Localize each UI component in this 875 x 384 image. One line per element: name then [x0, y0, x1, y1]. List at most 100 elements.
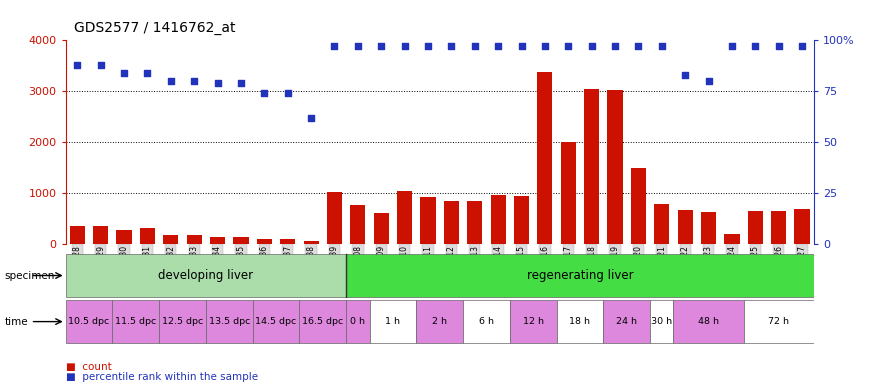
Text: 30 h: 30 h — [651, 317, 672, 326]
Point — [327, 43, 341, 50]
Point — [795, 43, 809, 50]
Point — [724, 43, 738, 50]
Point — [584, 43, 598, 50]
Bar — [744, 300, 814, 343]
Text: ■  percentile rank within the sample: ■ percentile rank within the sample — [66, 372, 258, 382]
Bar — [256, 239, 272, 244]
Bar — [66, 300, 112, 343]
Point — [94, 62, 108, 68]
Point — [281, 90, 295, 96]
Bar — [537, 72, 552, 244]
Point — [304, 114, 318, 121]
Point — [702, 78, 716, 84]
Bar — [299, 300, 346, 343]
Point — [444, 43, 458, 50]
Point — [538, 43, 552, 50]
Point — [468, 43, 482, 50]
Bar — [467, 200, 482, 244]
Text: 24 h: 24 h — [616, 317, 637, 326]
Bar — [66, 254, 346, 297]
Point — [141, 70, 155, 76]
Point — [514, 43, 528, 50]
Text: specimen: specimen — [4, 270, 55, 281]
Text: 12.5 dpc: 12.5 dpc — [162, 317, 203, 326]
Bar — [280, 239, 296, 244]
Text: developing liver: developing liver — [158, 269, 254, 282]
Point — [654, 43, 668, 50]
Text: 12 h: 12 h — [522, 317, 543, 326]
Text: ■  count: ■ count — [66, 362, 111, 372]
Bar — [674, 300, 744, 343]
Text: 14.5 dpc: 14.5 dpc — [255, 317, 297, 326]
Bar — [510, 300, 556, 343]
Point — [772, 43, 786, 50]
Text: 0 h: 0 h — [350, 317, 366, 326]
Point — [748, 43, 762, 50]
Bar — [650, 300, 674, 343]
Bar — [604, 300, 650, 343]
Bar — [210, 237, 225, 244]
Bar — [116, 230, 131, 244]
Bar — [234, 237, 248, 244]
Bar — [631, 168, 646, 244]
Bar — [561, 142, 576, 244]
Text: 13.5 dpc: 13.5 dpc — [208, 317, 250, 326]
Bar — [327, 192, 342, 244]
Text: 6 h: 6 h — [479, 317, 494, 326]
Text: GDS2577 / 1416762_at: GDS2577 / 1416762_at — [74, 21, 236, 35]
Text: 10.5 dpc: 10.5 dpc — [68, 317, 109, 326]
Bar — [164, 235, 178, 244]
Text: 16.5 dpc: 16.5 dpc — [302, 317, 343, 326]
Point — [187, 78, 201, 84]
Bar — [346, 300, 369, 343]
Point — [632, 43, 646, 50]
Point — [234, 80, 248, 86]
Bar — [654, 204, 669, 244]
Text: time: time — [4, 316, 28, 327]
Bar — [93, 226, 108, 244]
Text: 18 h: 18 h — [570, 317, 591, 326]
Bar — [444, 200, 459, 244]
Point — [117, 70, 131, 76]
Point — [164, 78, 178, 84]
Text: 72 h: 72 h — [768, 317, 789, 326]
Bar — [607, 90, 623, 244]
Point — [678, 72, 692, 78]
Bar — [701, 212, 716, 244]
Text: 2 h: 2 h — [432, 317, 447, 326]
Text: 1 h: 1 h — [385, 317, 401, 326]
Text: 48 h: 48 h — [698, 317, 719, 326]
Bar — [350, 205, 366, 244]
Point — [211, 80, 225, 86]
Bar — [159, 300, 206, 343]
Bar — [112, 300, 159, 343]
Bar — [397, 191, 412, 244]
Text: regenerating liver: regenerating liver — [527, 269, 634, 282]
Text: 11.5 dpc: 11.5 dpc — [116, 317, 157, 326]
Bar — [369, 300, 416, 343]
Bar — [584, 89, 599, 244]
Bar — [140, 228, 155, 244]
Bar — [514, 195, 529, 244]
Bar — [491, 195, 506, 244]
Bar — [206, 300, 253, 343]
Bar — [724, 233, 739, 244]
Bar — [416, 300, 463, 343]
Point — [70, 62, 84, 68]
Point — [257, 90, 271, 96]
Bar — [304, 240, 318, 244]
Bar — [186, 235, 202, 244]
Bar — [70, 226, 85, 244]
Point — [491, 43, 505, 50]
Bar — [463, 300, 510, 343]
Bar — [346, 254, 814, 297]
Bar — [556, 300, 604, 343]
Point — [421, 43, 435, 50]
Point — [397, 43, 411, 50]
Bar — [374, 214, 388, 244]
Point — [561, 43, 575, 50]
Bar — [771, 211, 787, 244]
Bar — [253, 300, 299, 343]
Bar — [677, 210, 693, 244]
Bar — [748, 211, 763, 244]
